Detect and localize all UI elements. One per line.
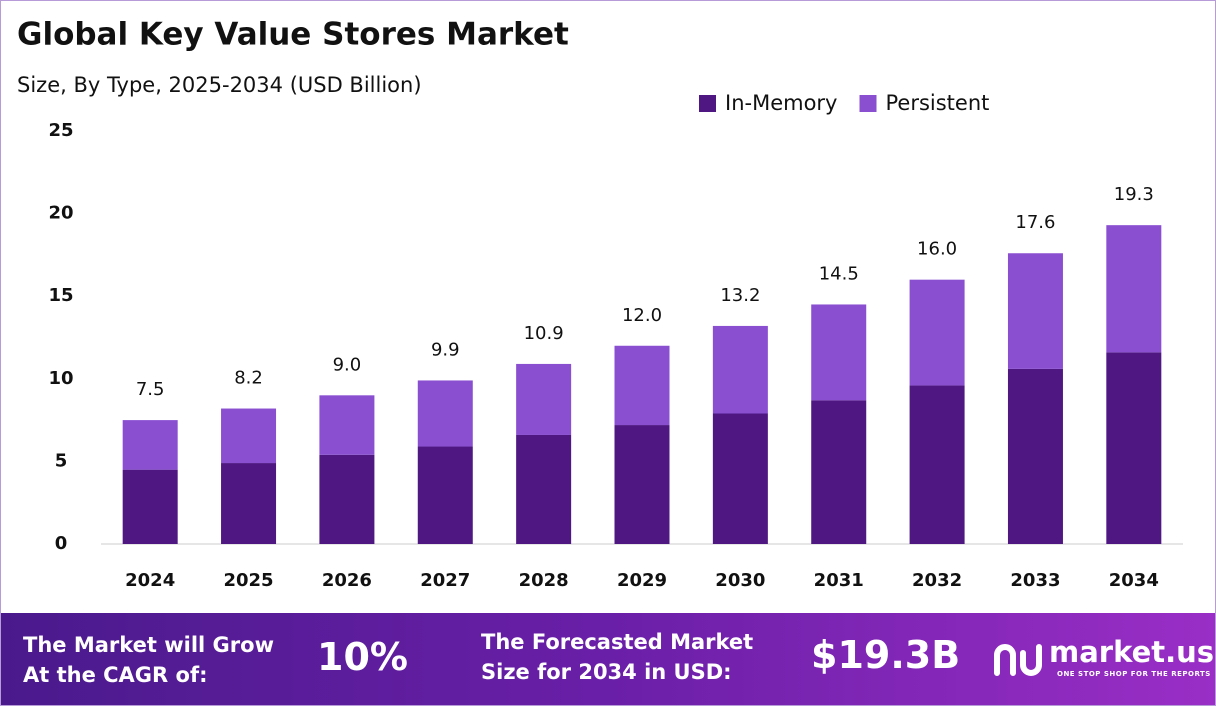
bar-segment <box>516 363 572 435</box>
bar-segment <box>122 469 178 544</box>
bar-segment <box>1106 352 1162 544</box>
x-tick-label: 2034 <box>1109 570 1159 591</box>
total-label: 10.9 <box>524 323 564 344</box>
x-tick-label: 2027 <box>420 570 470 591</box>
bar-segment <box>1007 253 1063 369</box>
bar-segment <box>319 454 375 544</box>
footer-banner: The Market will Grow At the CAGR of: 10%… <box>1 613 1215 705</box>
bar-segment <box>516 434 572 544</box>
total-label: 7.5 <box>136 379 165 400</box>
logo-icon <box>994 644 1042 676</box>
bar-segment <box>122 420 178 470</box>
bar-segment <box>417 446 473 544</box>
bar-segment <box>221 408 277 464</box>
bar-segment <box>909 385 965 544</box>
x-tick-label: 2031 <box>814 570 864 591</box>
bar-segment <box>1106 225 1162 353</box>
total-label: 17.6 <box>1015 212 1055 233</box>
chart-title: Global Key Value Stores Market <box>17 17 569 53</box>
forecast-text-line2: Size for 2034 in USD: <box>481 660 732 684</box>
logo-tagline: ONE STOP SHOP FOR THE REPORTS <box>1057 670 1211 678</box>
bar-segment <box>614 425 670 544</box>
bar-segment <box>221 463 277 544</box>
y-tick-label: 20 <box>48 203 73 224</box>
chart: Global Key Value Stores Market Size, By … <box>17 17 1183 591</box>
total-label: 16.0 <box>917 239 957 260</box>
y-tick-label: 5 <box>55 450 68 471</box>
x-tick-label: 2033 <box>1010 570 1060 591</box>
bar-segment <box>614 345 670 426</box>
bar-segment <box>909 279 965 386</box>
forecast-value: $19.3B <box>811 633 961 677</box>
total-label: 12.0 <box>622 305 662 326</box>
logo-text: market.us <box>1049 635 1215 669</box>
y-tick-label: 15 <box>48 285 73 306</box>
legend-label: Persistent <box>886 91 990 115</box>
bar-segment <box>417 380 473 447</box>
bar-segment <box>319 395 375 455</box>
cagr-text-line2: At the CAGR of: <box>23 663 208 687</box>
y-tick-label: 0 <box>55 533 68 554</box>
x-tick-label: 2028 <box>519 570 569 591</box>
total-label: 8.2 <box>234 368 263 389</box>
chart-subtitle: Size, By Type, 2025-2034 (USD Billion) <box>17 73 422 97</box>
x-tick-label: 2029 <box>617 570 667 591</box>
cagr-text-line1: The Market will Grow <box>23 633 274 657</box>
x-tick-label: 2024 <box>125 570 175 591</box>
x-tick-label: 2032 <box>912 570 962 591</box>
bar-segment <box>712 325 768 414</box>
legend-label: In-Memory <box>725 91 838 115</box>
y-tick-label: 10 <box>48 368 73 389</box>
x-tick-label: 2030 <box>715 570 765 591</box>
total-label: 9.9 <box>431 339 460 360</box>
legend-swatch <box>859 95 877 112</box>
bar-segment <box>712 413 768 544</box>
bar-segment <box>811 304 867 401</box>
bar-segment <box>1007 368 1063 544</box>
cagr-value: 10% <box>317 635 408 679</box>
bar-segment <box>811 400 867 544</box>
total-label: 9.0 <box>333 354 362 375</box>
total-label: 14.5 <box>819 263 859 284</box>
y-tick-label: 25 <box>48 120 73 141</box>
total-label: 19.3 <box>1114 184 1154 205</box>
total-label: 13.2 <box>720 285 760 306</box>
forecast-text-line1: The Forecasted Market <box>481 630 754 654</box>
x-tick-label: 2025 <box>223 570 273 591</box>
x-tick-label: 2026 <box>322 570 372 591</box>
legend-swatch <box>699 95 716 112</box>
